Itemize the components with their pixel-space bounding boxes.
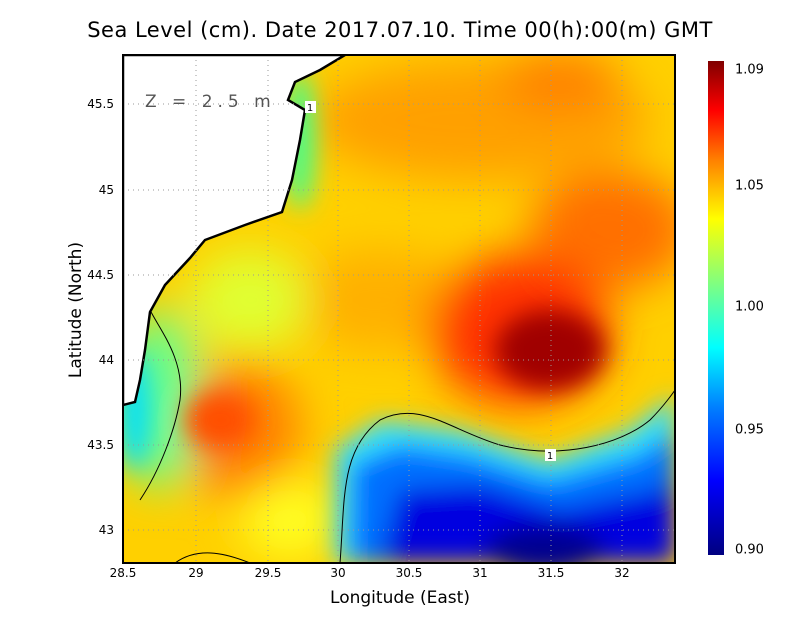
depth-annotation: Z = 2.5 m [145,92,276,112]
colorbar-tick: 1.00 [735,299,764,315]
x-tick: 29.5 [254,566,282,580]
x-tick: 31 [472,566,488,580]
y-tick: 43.5 [87,438,114,452]
contour-label: 1 [547,451,553,462]
colorbar-tick: 0.90 [735,542,764,558]
x-tick: 32 [614,566,630,580]
x-tick: 30.5 [395,566,423,580]
contour-label: 1 [307,103,313,114]
y-tick: 43 [98,523,114,537]
chart-title: Sea Level (cm). Date 2017.07.10. Time 00… [87,18,713,42]
plot-frame [122,54,676,564]
colorbar-tick: 1.05 [735,178,764,194]
colorbar-tick: 1.09 [735,62,764,78]
contour-lines [139,309,675,563]
colorbar-tick: 0.95 [735,422,764,438]
sea-level-field: 1 1 [123,55,675,563]
x-tick: 30 [330,566,346,580]
colorbar [708,61,724,555]
grid-lines [123,55,675,563]
y-tick: 44 [98,353,114,367]
land [123,55,348,407]
x-tick: 31.5 [537,566,565,580]
x-tick: 29 [188,566,204,580]
y-tick: 44.5 [87,268,114,282]
x-tick: 28.5 [109,566,137,580]
y-tick: 45 [98,183,114,197]
y-tick: 45.5 [87,97,114,111]
y-axis-label: Latitude (North) [66,241,86,379]
x-axis-label: Longitude (East) [330,588,470,608]
